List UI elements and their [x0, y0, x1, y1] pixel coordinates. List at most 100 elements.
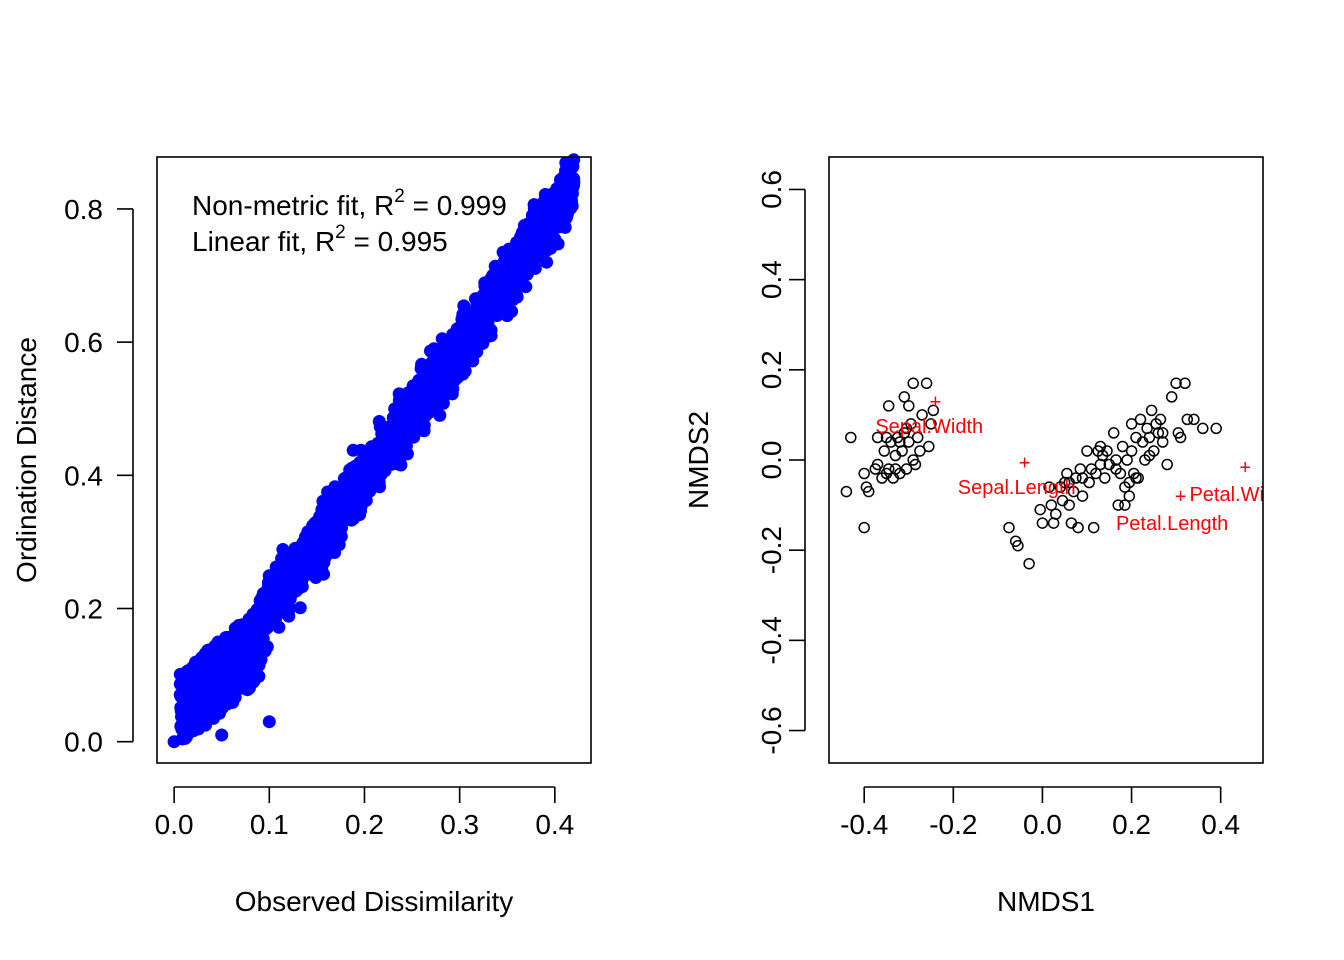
nmds-site-point: [925, 418, 937, 430]
shepard-x-axis-label: Observed Dissimilarity: [235, 886, 514, 917]
species-marker: +: [930, 391, 942, 413]
nmds-site-point: [840, 485, 853, 498]
shepard-point: [466, 338, 480, 352]
nmds-site-point: [1125, 445, 1138, 457]
nmds-site-point: [1003, 521, 1015, 534]
nmds-x-tick-label: -0.2: [929, 809, 977, 840]
shepard-point: [342, 490, 356, 504]
shepard-x-tick-label: 0.1: [250, 809, 289, 840]
nmds-site-point: [1145, 404, 1158, 417]
nmds-site-point: [1125, 418, 1138, 430]
shepard-point: [224, 648, 238, 662]
shepard-x-tick-label: 0.4: [535, 809, 574, 840]
shepard-point: [377, 435, 390, 449]
shepard-y-tick-label: 0.8: [64, 194, 103, 225]
species-label: Petal.Length: [1116, 513, 1228, 535]
shepard-point: [428, 365, 442, 379]
shepard-y-tick-label: 0.6: [64, 327, 103, 358]
shepard-point: [243, 675, 257, 689]
shepard-point: [178, 720, 192, 734]
shepard-point: [225, 683, 239, 697]
shepard-point: [531, 238, 545, 252]
nmds-site-point: [1143, 431, 1156, 444]
nmds-site-point: [911, 431, 924, 444]
nmds-site-point: [914, 445, 926, 457]
nmds-site-point: [1170, 377, 1182, 390]
nmds-site-point: [1099, 472, 1111, 484]
shepard-point: [300, 555, 314, 569]
shepard-point: [252, 658, 266, 672]
shepard-y-tick-label: 0.2: [64, 594, 103, 625]
shepard-point: [301, 543, 315, 557]
nmds-site-point: [1116, 440, 1129, 453]
shepard-point: [355, 486, 369, 500]
shepard-point: [415, 357, 429, 371]
shepard-point: [406, 408, 420, 422]
shepard-point: [560, 209, 574, 222]
nmds-site-point: [882, 400, 895, 412]
nmds-site-point: [900, 422, 913, 435]
nmds-y-tick-label: -0.4: [756, 616, 787, 664]
nmds-site-point: [1063, 476, 1075, 489]
nmds-site-point: [898, 391, 911, 403]
nmds-y-tick-label: -0.2: [756, 526, 787, 574]
shepard-point: [401, 430, 415, 444]
nmds-site-point: [871, 458, 884, 471]
shepard-point: [372, 415, 386, 428]
shepard-point: [383, 451, 397, 465]
nmds-site-point: [1036, 517, 1049, 529]
shepard-point: [427, 375, 441, 389]
shepard-point: [358, 468, 371, 482]
shepard-point: [256, 646, 270, 659]
nmds-site-point: [882, 463, 895, 475]
nmds-plot-frame: [828, 156, 1264, 764]
shepard-point: [434, 355, 448, 369]
shepard-point: [293, 601, 307, 615]
shepard-point: [281, 582, 295, 595]
shepard-point: [167, 735, 181, 749]
nmds-site-point: [923, 440, 935, 453]
nmds-y-axis-label: NMDS2: [683, 411, 714, 509]
nmds-site-point: [1094, 440, 1107, 453]
shepard-point: [500, 262, 514, 276]
shepard-x-tick-label: 0.0: [155, 809, 194, 840]
nmds-x-tick-label: 0.0: [1023, 809, 1062, 840]
nmds-species-labels: +Sepal.Width+Sepal.Length +Petal.Length+P…: [875, 391, 1263, 535]
nmds-site-point: [858, 467, 870, 480]
nmds-site-points: [840, 377, 1222, 570]
shepard-point: [178, 689, 192, 702]
nmds-y-tick-label: -0.6: [756, 706, 787, 754]
shepard-point: [508, 273, 522, 287]
nmds-site-point: [1152, 427, 1165, 439]
nmds-y-tick-label: 0.6: [756, 170, 787, 209]
nmds-x-tick-label: -0.4: [840, 809, 888, 840]
nmds-site-point: [878, 445, 891, 457]
shepard-plot-frame: [156, 156, 592, 764]
shepard-point: [327, 489, 341, 503]
nmds-site-point: [1110, 463, 1122, 475]
nmds-site-point: [1154, 413, 1167, 426]
shepard-point: [557, 189, 571, 203]
shepard-point: [475, 320, 488, 334]
nmds-site-point: [1156, 427, 1169, 439]
nmds-site-point: [1045, 499, 1058, 511]
nmds-site-point: [1161, 458, 1173, 471]
nmds-y-tick-label: 0.0: [756, 441, 787, 480]
shepard-point: [215, 728, 229, 742]
nmds-site-point: [1134, 413, 1147, 426]
nmds-site-point: [896, 445, 908, 457]
shepard-point: [319, 528, 333, 542]
shepard-point: [173, 667, 187, 681]
shepard-point: [295, 567, 309, 581]
shepard-point: [499, 285, 513, 299]
shepard-point: [415, 388, 429, 402]
shepard-y-tick-label: 0.0: [64, 727, 103, 758]
nmds-site-point: [903, 436, 915, 448]
species-marker-group: + Petal.Length: [1116, 486, 1228, 535]
nmds-site-point: [1130, 472, 1142, 484]
species-marker: +: [1175, 486, 1187, 508]
shepard-point: [262, 602, 276, 615]
shepard-point: [254, 635, 268, 649]
shepard-point: [328, 480, 342, 494]
